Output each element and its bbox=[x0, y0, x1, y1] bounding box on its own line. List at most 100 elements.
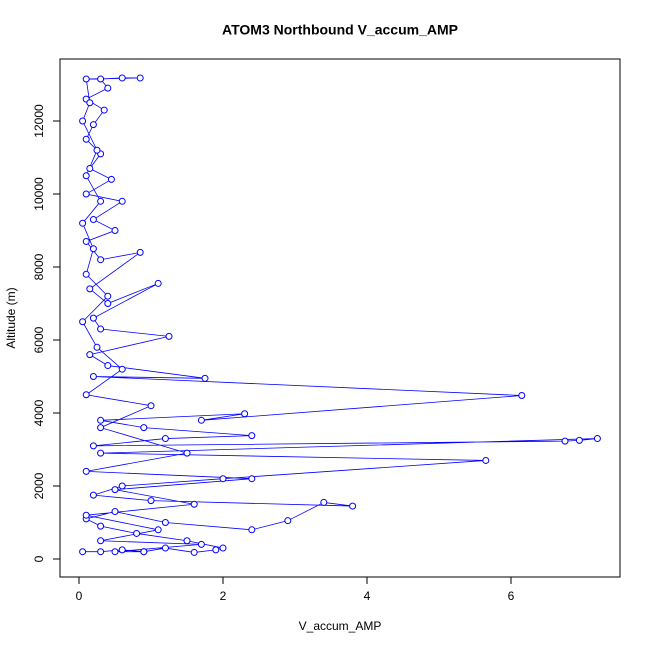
point bbox=[104, 300, 112, 308]
point bbox=[482, 456, 490, 464]
point bbox=[190, 500, 198, 508]
point bbox=[97, 449, 105, 457]
point bbox=[97, 537, 105, 545]
point bbox=[111, 548, 119, 556]
point bbox=[97, 416, 105, 424]
point bbox=[111, 227, 119, 235]
y-tick-label: 12000 bbox=[32, 104, 46, 138]
x-tick-label: 4 bbox=[364, 589, 371, 603]
point bbox=[82, 511, 90, 519]
point bbox=[111, 508, 119, 516]
point bbox=[165, 332, 173, 340]
point bbox=[248, 432, 256, 440]
point bbox=[197, 416, 205, 424]
point bbox=[82, 270, 90, 278]
point bbox=[104, 84, 112, 92]
point bbox=[93, 343, 101, 351]
point bbox=[79, 318, 87, 326]
point bbox=[97, 75, 105, 83]
point bbox=[89, 491, 97, 499]
point bbox=[89, 442, 97, 450]
point bbox=[97, 522, 105, 530]
point bbox=[82, 190, 90, 198]
point bbox=[183, 537, 191, 545]
point bbox=[97, 548, 105, 556]
point bbox=[212, 546, 220, 554]
y-tick-label: 2000 bbox=[32, 472, 46, 499]
y-tick-label: 0 bbox=[32, 555, 46, 562]
point bbox=[219, 475, 227, 483]
point bbox=[82, 75, 90, 83]
point bbox=[197, 540, 205, 548]
y-tick-label: 4000 bbox=[32, 399, 46, 426]
point bbox=[118, 365, 126, 373]
chart-title: ATOM3 Northbound V_accum_AMP bbox=[222, 22, 458, 38]
point bbox=[140, 424, 148, 432]
point bbox=[561, 437, 569, 445]
point bbox=[593, 435, 601, 443]
point bbox=[86, 351, 94, 359]
point bbox=[118, 74, 126, 82]
x-tick-label: 6 bbox=[508, 589, 515, 603]
point bbox=[97, 197, 105, 205]
point bbox=[219, 544, 227, 552]
point bbox=[89, 314, 97, 322]
point bbox=[248, 475, 256, 483]
y-axis-label: Altitude (m) bbox=[4, 287, 18, 348]
plot-frame bbox=[59, 58, 621, 578]
point bbox=[79, 219, 87, 227]
point bbox=[154, 526, 162, 534]
point bbox=[118, 197, 126, 205]
point bbox=[82, 135, 90, 143]
point bbox=[104, 292, 112, 300]
point bbox=[161, 519, 169, 527]
point bbox=[97, 424, 105, 432]
point bbox=[201, 374, 209, 382]
point bbox=[89, 216, 97, 224]
point bbox=[104, 362, 112, 370]
point bbox=[86, 99, 94, 107]
point bbox=[248, 526, 256, 534]
point bbox=[140, 548, 148, 556]
point bbox=[82, 467, 90, 475]
point bbox=[241, 410, 249, 418]
x-tick-label: 2 bbox=[220, 589, 227, 603]
point bbox=[136, 74, 144, 82]
point bbox=[111, 486, 119, 494]
point bbox=[284, 517, 292, 525]
point bbox=[575, 436, 583, 444]
point bbox=[118, 546, 126, 554]
point bbox=[93, 146, 101, 154]
point bbox=[107, 175, 115, 183]
point bbox=[147, 402, 155, 410]
point bbox=[147, 497, 155, 505]
point bbox=[89, 245, 97, 253]
point bbox=[133, 529, 141, 537]
point bbox=[320, 498, 328, 506]
point bbox=[349, 502, 357, 510]
point bbox=[89, 121, 97, 129]
point bbox=[82, 172, 90, 180]
x-tick-label: 0 bbox=[76, 589, 83, 603]
point bbox=[86, 164, 94, 172]
point bbox=[161, 544, 169, 552]
line bbox=[82, 77, 598, 553]
point bbox=[190, 548, 198, 556]
point bbox=[136, 248, 144, 256]
point bbox=[100, 106, 108, 114]
point bbox=[161, 435, 169, 443]
point bbox=[82, 391, 90, 399]
y-tick-label: 10000 bbox=[32, 177, 46, 211]
x-axis-label: V_accum_AMP bbox=[299, 619, 382, 633]
point bbox=[82, 237, 90, 245]
y-tick-label: 6000 bbox=[32, 326, 46, 353]
point bbox=[118, 482, 126, 490]
point bbox=[79, 548, 87, 556]
point bbox=[86, 285, 94, 293]
point bbox=[518, 391, 526, 399]
point bbox=[154, 279, 162, 287]
point bbox=[89, 373, 97, 381]
point bbox=[97, 325, 105, 333]
